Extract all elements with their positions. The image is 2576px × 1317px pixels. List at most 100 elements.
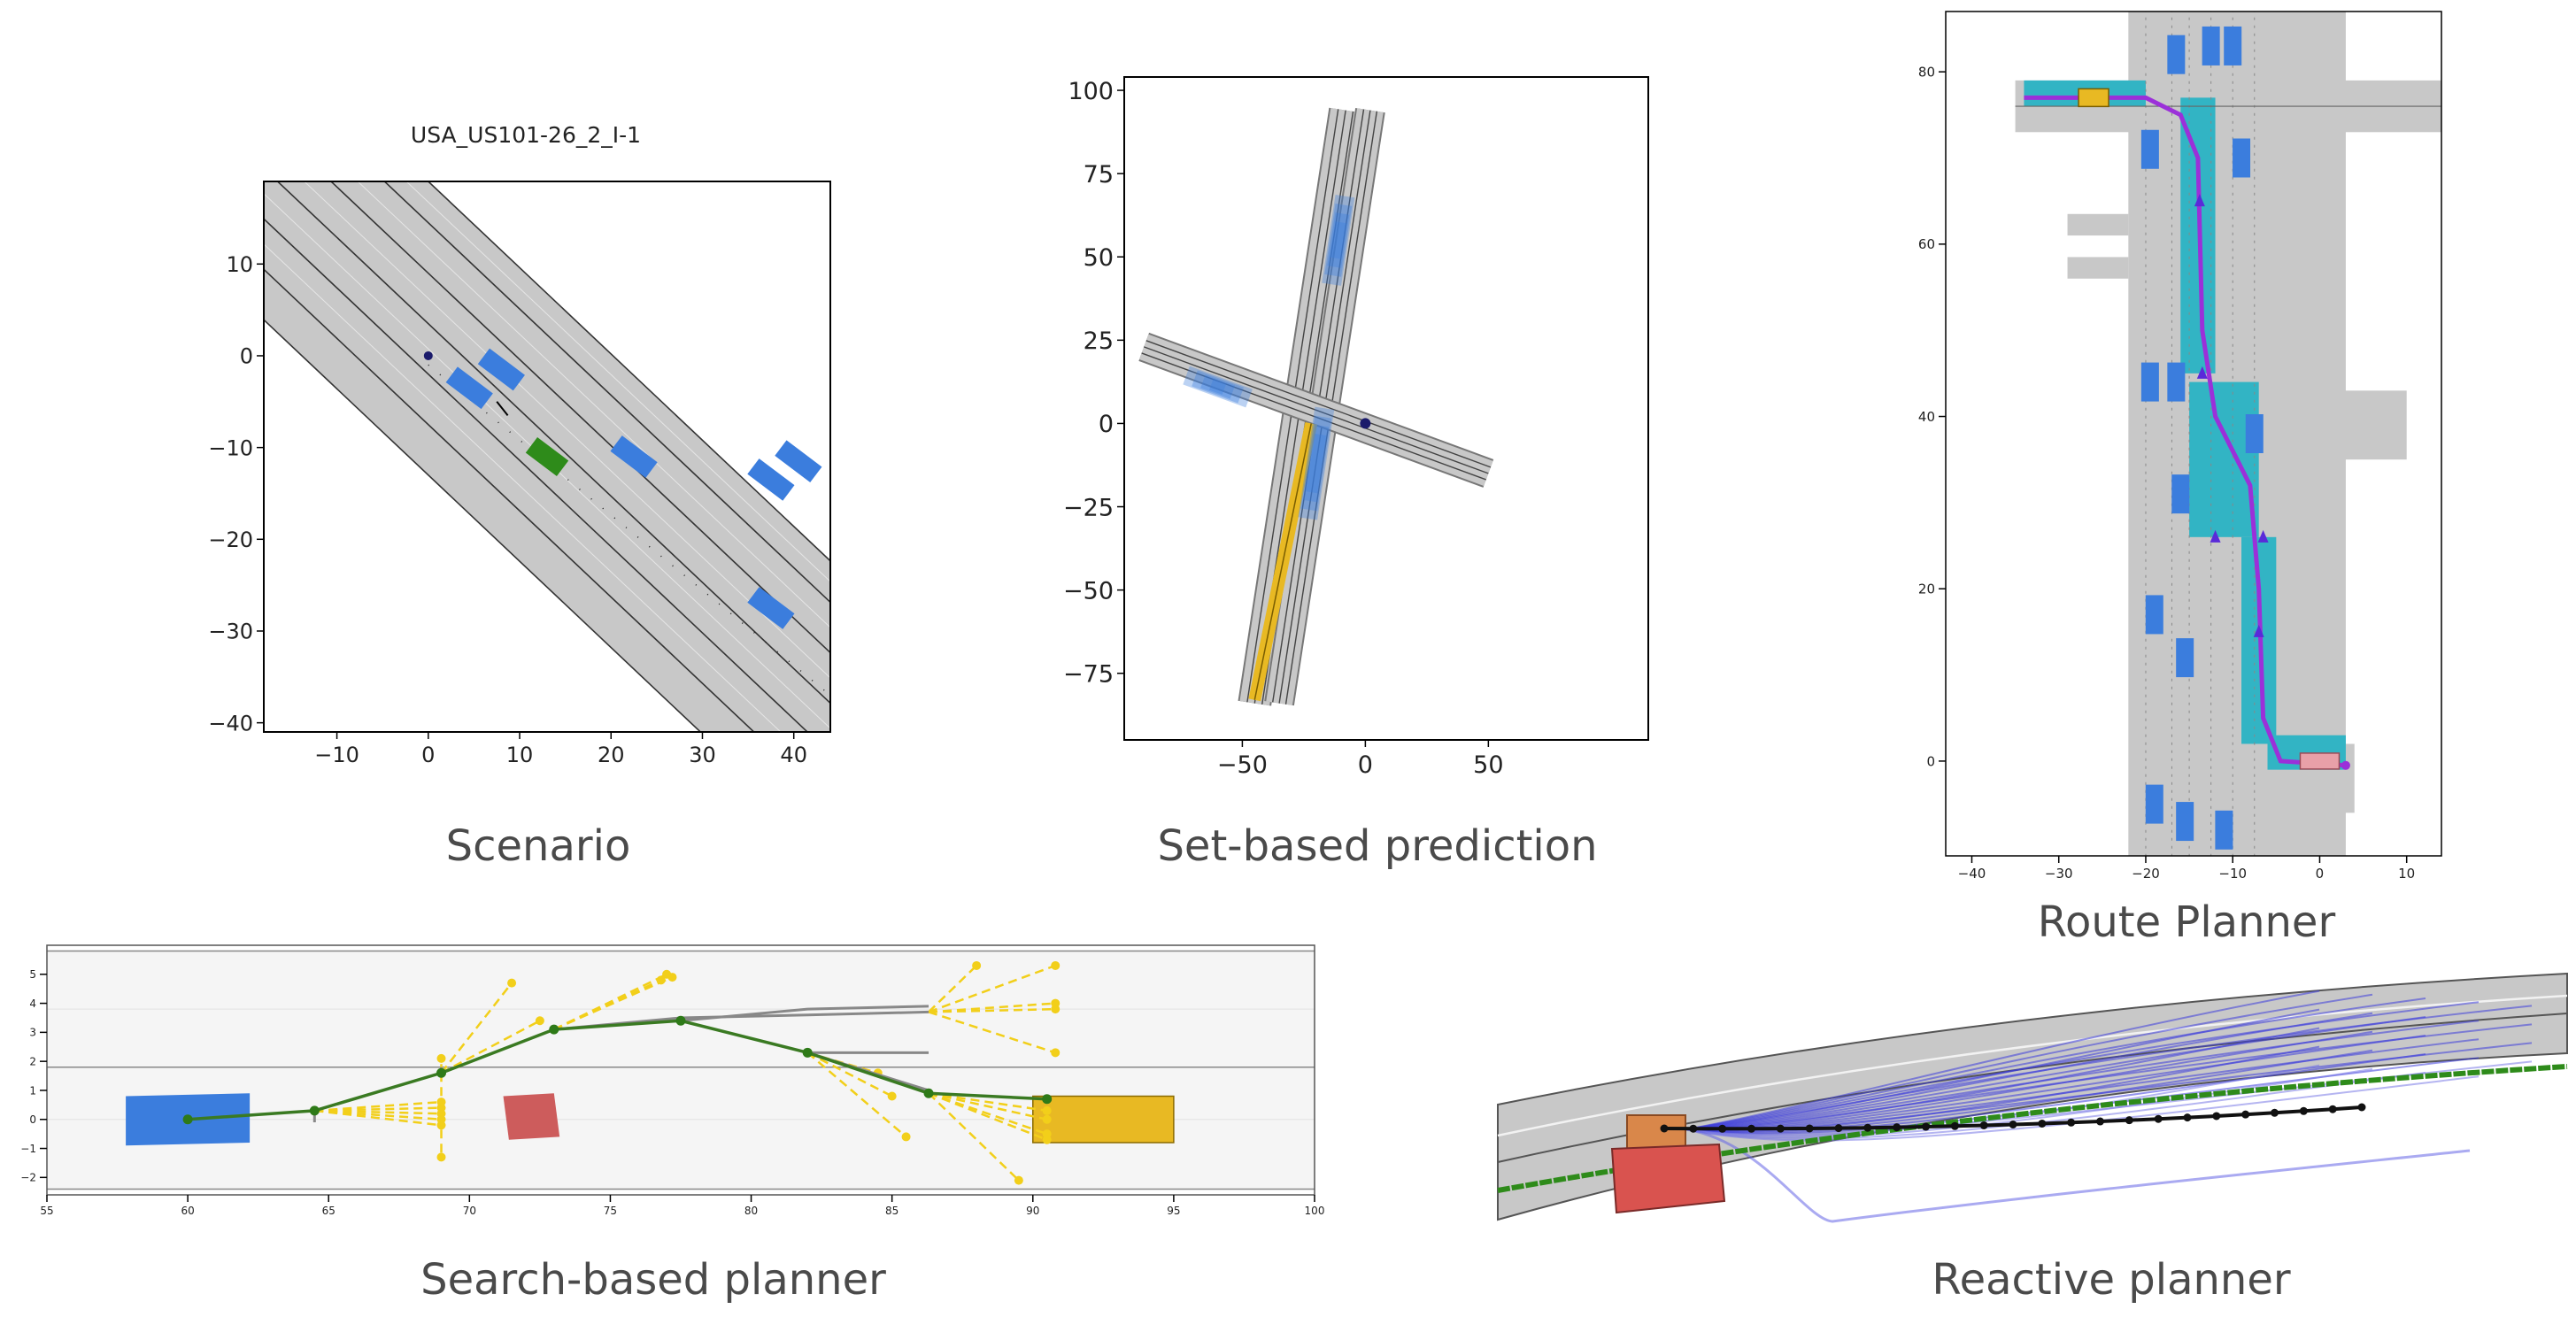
search-candidate-edge <box>928 965 978 1013</box>
set-xtick-label: 0 <box>1358 751 1373 779</box>
set-ytick-label: −75 <box>1063 660 1114 688</box>
reactive-trajectory-point <box>1689 1124 1698 1133</box>
set-ytick-label: 25 <box>1084 327 1114 355</box>
set-prediction-occupancy <box>1327 212 1350 268</box>
set-plot-frame <box>1123 76 1649 741</box>
search-candidate-node <box>1014 1175 1023 1185</box>
search-candidate-edge <box>928 1091 1047 1113</box>
scenario-ytick-label: −20 <box>208 528 253 552</box>
scenario-lane-center <box>357 181 830 628</box>
scenario-lane-center <box>304 181 830 679</box>
search-xtick-label: 60 <box>181 1205 194 1217</box>
route-goal-region <box>2299 752 2341 770</box>
search-candidate-node <box>1051 960 1060 970</box>
search-candidate-edge <box>928 1092 1048 1136</box>
set-road-b-lane-line <box>1145 340 1492 468</box>
search-plot <box>47 950 1315 1190</box>
reactive-trajectory-point <box>2357 1103 2366 1112</box>
reactive-optimal-trajectory <box>1660 1103 2366 1133</box>
reactive-sample-trajectory <box>1685 1072 2426 1140</box>
set-ytick-label: −50 <box>1063 577 1114 605</box>
route-xtick-label: 10 <box>2398 866 2415 882</box>
set-goal-centerline <box>1253 423 1312 700</box>
reactive-trajectory-point <box>2067 1118 2076 1127</box>
reactive-trajectory-point <box>2328 1105 2337 1113</box>
set-road-b-lane-line <box>1143 346 1489 474</box>
route-plot-frame <box>1945 11 2442 857</box>
scenario-lane-line <box>264 218 809 732</box>
scenario-xtick-label: 30 <box>689 743 716 767</box>
search-candidate-edge <box>440 982 513 1074</box>
search-candidate-node <box>535 1016 544 1026</box>
scenario-lane-line <box>264 268 755 732</box>
scenario-lane-center <box>264 193 830 729</box>
route-vehicle <box>2245 414 2264 453</box>
set-plot-bg <box>1124 77 1648 740</box>
set-roads <box>1138 107 1494 706</box>
route-ytick-label: 80 <box>1918 65 1935 81</box>
route-vehicle <box>2145 595 2163 635</box>
set-prediction-occupancy <box>1200 374 1236 399</box>
route-xtick-label: −20 <box>2132 866 2160 882</box>
route-vehicle <box>2167 362 2186 402</box>
search-ytick-label: −2 <box>20 1172 36 1184</box>
reactive-trajectory-point <box>2241 1110 2250 1119</box>
route-road-horizontal-right <box>2267 390 2407 460</box>
route-xtick-label: −40 <box>1958 866 1986 882</box>
set-origin-marker <box>1360 418 1371 429</box>
reactive-trajectory-point <box>1950 1121 1959 1130</box>
search-xtick-label: 80 <box>744 1205 758 1217</box>
search-candidate-edge <box>314 1100 442 1113</box>
search-path-node <box>436 1067 447 1078</box>
route-vehicle <box>2171 474 2190 514</box>
reactive-panel: Reactive planner <box>1497 972 2568 1305</box>
search-candidate-node <box>507 978 517 988</box>
caption-scenario: Scenario <box>446 821 631 871</box>
search-expanded-edge <box>680 1005 929 1022</box>
scenario-panel: USA_US101-26_2_I-1 −10 0 10 20 30 40 10 0 −10 −2… <box>208 122 831 871</box>
reactive-trajectory-point <box>1805 1124 1814 1133</box>
set-xtick-label: 50 <box>1473 751 1503 779</box>
scenario-lane-center <box>264 243 782 732</box>
set-prediction-occupancy <box>1324 204 1353 277</box>
search-ytick-label: 1 <box>29 1084 36 1097</box>
scenario-vehicle <box>610 435 658 478</box>
set-prediction-occupancy <box>1322 194 1355 286</box>
scenario-heading-line <box>496 401 509 416</box>
search-path-node <box>675 1015 686 1026</box>
scenario-ytick-label: 0 <box>240 344 253 369</box>
scenario-plot-title: USA_US101-26_2_I-1 <box>411 122 641 148</box>
reactive-obstacle <box>1610 1143 1726 1214</box>
search-ytick-label: 3 <box>29 1027 36 1039</box>
route-xtick-label: 0 <box>2316 866 2325 882</box>
caption-search: Search-based planner <box>420 1255 886 1305</box>
scenario-vehicle <box>477 348 525 391</box>
reactive-trajectory-point <box>2212 1112 2221 1121</box>
search-path-node <box>802 1047 813 1058</box>
scenario-lane-line <box>329 181 830 654</box>
reactive-ego-vehicle <box>1626 1114 1686 1150</box>
set-prediction-occupancy <box>1330 221 1347 259</box>
scenario-plot-frame <box>263 181 831 733</box>
scenario-ytick-label: −10 <box>208 435 253 460</box>
search-candidate-edge <box>928 1092 1047 1121</box>
search-ytick-label: 2 <box>29 1055 36 1067</box>
set-road-b-lane-line <box>1141 352 1486 481</box>
scenario-vehicle <box>445 366 493 410</box>
reactive-sample-trajectory <box>1685 1075 2480 1142</box>
reactive-trajectory-point <box>2009 1121 2017 1128</box>
scenario-lane-line <box>427 181 830 562</box>
reactive-trajectory-point <box>2271 1108 2279 1117</box>
reactive-trajectory-point <box>2154 1114 2163 1123</box>
route-xtick-label: −30 <box>2045 866 2073 882</box>
route-vehicle <box>2224 26 2242 65</box>
search-ytick-label: 4 <box>29 997 36 1010</box>
set-prediction-occupancy <box>1303 424 1330 503</box>
reactive-trajectory-point <box>1863 1123 1872 1132</box>
set-ytick-label: −25 <box>1063 494 1114 521</box>
route-map <box>2015 12 2441 856</box>
route-direction-arrow <box>2257 529 2269 543</box>
route-start-vehicle <box>2078 88 2109 108</box>
scenario-vehicle <box>747 458 795 501</box>
